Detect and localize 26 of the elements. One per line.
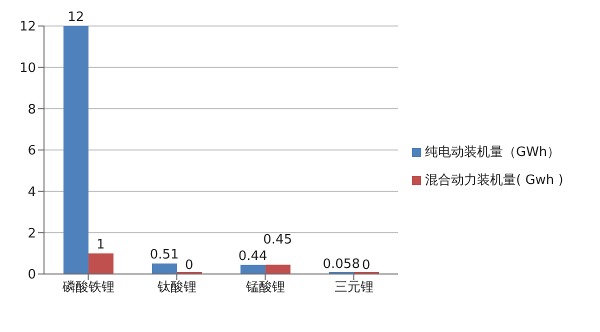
y-tick-label: 8 xyxy=(28,102,36,118)
data-label: 0.44 xyxy=(238,248,268,264)
data-label: 0.45 xyxy=(263,232,292,248)
y-tick-label: 12 xyxy=(19,20,36,35)
legend-label: 纯电动装机量（GWh） xyxy=(425,144,560,161)
bar xyxy=(240,264,266,274)
x-tick-label: 锰酸锂 xyxy=(244,280,285,296)
y-tick-label: 2 xyxy=(28,226,36,242)
bar xyxy=(88,253,114,274)
x-tick-label: 钛酸锂 xyxy=(156,280,196,296)
data-label: 0 xyxy=(185,258,194,273)
y-tick-label: 0 xyxy=(28,268,36,283)
data-label: 0 xyxy=(362,258,370,273)
y-tick-label: 4 xyxy=(28,184,36,200)
data-label: 1 xyxy=(96,237,105,252)
data-label: 0.058 xyxy=(322,256,360,272)
bar xyxy=(265,264,290,274)
bar xyxy=(63,26,88,274)
data-label: 12 xyxy=(68,10,84,25)
legend-label: 混合动力装机量( Gwh ) xyxy=(425,172,564,189)
x-tick-label: 三元锂 xyxy=(334,280,374,296)
data-label: 0.51 xyxy=(150,247,179,262)
bar xyxy=(152,263,177,274)
y-tick-label: 6 xyxy=(28,144,36,159)
x-tick-label: 磷酸铁锂 xyxy=(61,280,114,296)
y-tick-label: 10 xyxy=(19,60,36,76)
